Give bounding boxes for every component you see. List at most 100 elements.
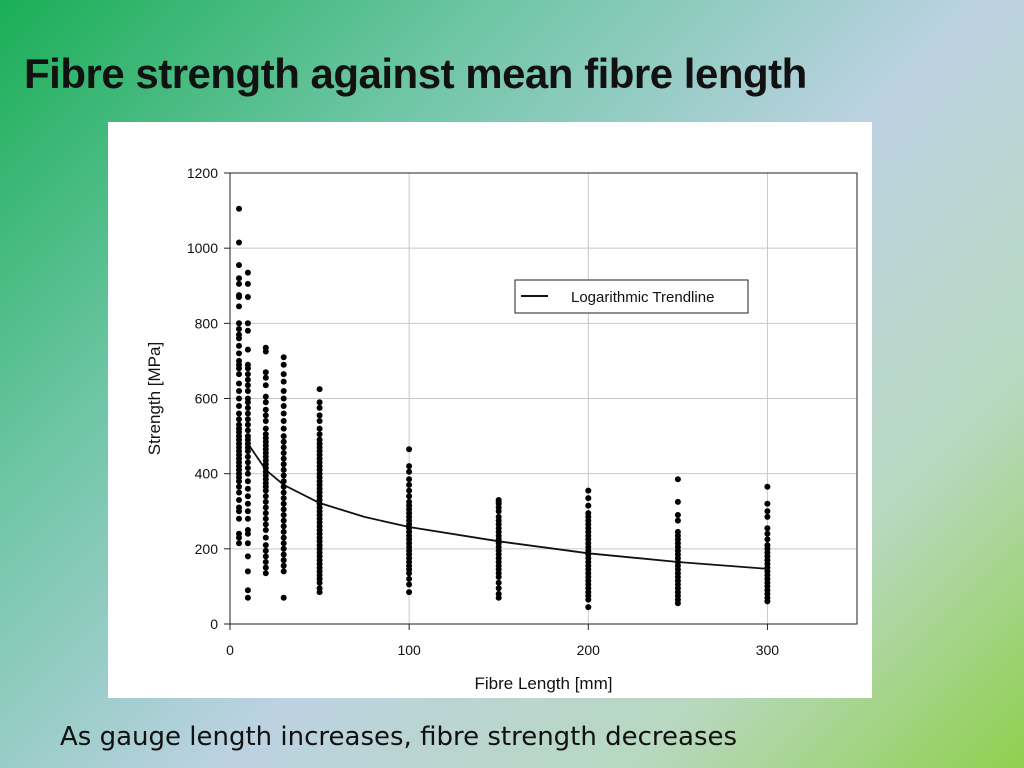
data-point: [244, 365, 251, 372]
data-point: [262, 534, 269, 541]
data-point: [280, 461, 287, 468]
data-point: [262, 527, 269, 533]
data-point: [280, 545, 287, 552]
data-point: [280, 354, 287, 361]
data-point: [262, 374, 269, 381]
data-point: [280, 506, 287, 513]
data-point: [262, 487, 269, 494]
data-point: [262, 542, 269, 549]
x-tick-label: 100: [397, 642, 421, 658]
data-point: [280, 540, 287, 547]
data-point: [406, 570, 413, 577]
logarithmic-trendline: [247, 443, 768, 570]
data-point: [236, 508, 242, 515]
data-point: [280, 371, 287, 378]
data-point: [585, 596, 592, 603]
data-point: [585, 495, 592, 502]
data-point: [236, 275, 242, 282]
data-point: [495, 579, 502, 586]
data-point: [236, 410, 242, 417]
data-point: [244, 568, 251, 575]
data-point: [585, 502, 592, 509]
data-point: [764, 483, 771, 490]
scatter-chart: 0 200 400 600 800 1000 1200 0 100 200 300 Fibre Le…: [145, 165, 858, 693]
data-point: [244, 508, 251, 515]
data-point: [244, 388, 251, 394]
data-point: [236, 534, 242, 541]
data-point: [764, 525, 771, 532]
data-point: [764, 513, 771, 520]
data-point: [236, 335, 242, 342]
data-point: [280, 517, 287, 524]
data-point: [495, 508, 502, 515]
y-tick-label: 1000: [187, 240, 218, 256]
data-point: [262, 521, 269, 528]
data-point: [280, 361, 287, 368]
data-point: [244, 594, 251, 601]
x-tick-label: 200: [577, 642, 601, 658]
data-point: [244, 540, 251, 547]
data-point: [280, 444, 287, 451]
data-point: [244, 327, 251, 334]
data-point: [674, 476, 681, 483]
data-point: [236, 403, 242, 409]
axis-ticks: 0 200 400 600 800 1000 1200 0 100 200 300: [187, 165, 779, 658]
data-point: [244, 294, 251, 300]
data-point: [236, 303, 242, 310]
data-point: [262, 412, 269, 419]
data-point: [236, 416, 242, 423]
data-point: [316, 386, 323, 393]
data-point: [280, 500, 287, 507]
data-point: [244, 427, 251, 434]
data-point: [406, 463, 413, 470]
data-point: [236, 280, 242, 287]
data-point: [244, 459, 251, 466]
data-point: [764, 508, 771, 515]
x-tick-label: 0: [226, 642, 234, 658]
data-point: [262, 382, 269, 389]
data-point: [262, 504, 269, 511]
data-point: [262, 493, 269, 500]
data-point: [674, 600, 681, 607]
data-point: [406, 589, 413, 596]
data-point: [495, 594, 502, 601]
data-point: [262, 399, 269, 406]
data-point: [244, 485, 251, 492]
data-point: [236, 515, 242, 522]
data-point: [280, 512, 287, 518]
data-point: [280, 395, 287, 402]
data-point: [262, 425, 269, 432]
data-point: [495, 574, 502, 580]
data-point: [236, 205, 242, 212]
data-point: [236, 483, 242, 490]
data-point: [316, 589, 323, 596]
data-point: [764, 536, 771, 543]
data-point: [674, 517, 681, 524]
data-point: [236, 497, 242, 503]
data-point: [280, 438, 287, 445]
data-point: [262, 564, 269, 571]
data-point: [406, 476, 413, 483]
data-point: [316, 412, 323, 419]
data-point: [316, 399, 323, 406]
data-point: [262, 515, 269, 522]
data-point: [236, 294, 242, 300]
data-point: [262, 547, 269, 554]
data-point: [280, 378, 287, 385]
data-point: [280, 594, 287, 601]
data-point: [244, 448, 251, 455]
slide-title: Fibre strength against mean fibre length: [24, 50, 807, 97]
legend-box: [514, 279, 749, 314]
data-point: [236, 388, 242, 394]
data-point: [316, 425, 323, 432]
data-point: [280, 425, 287, 432]
data-point: [236, 371, 242, 378]
data-point: [280, 450, 287, 456]
x-tick-label: 300: [756, 642, 780, 658]
data-point: [316, 418, 323, 424]
data-point: [236, 395, 242, 402]
data-point: [316, 579, 323, 586]
data-point: [280, 551, 287, 558]
data-point: [280, 557, 287, 564]
data-point: [236, 380, 242, 387]
